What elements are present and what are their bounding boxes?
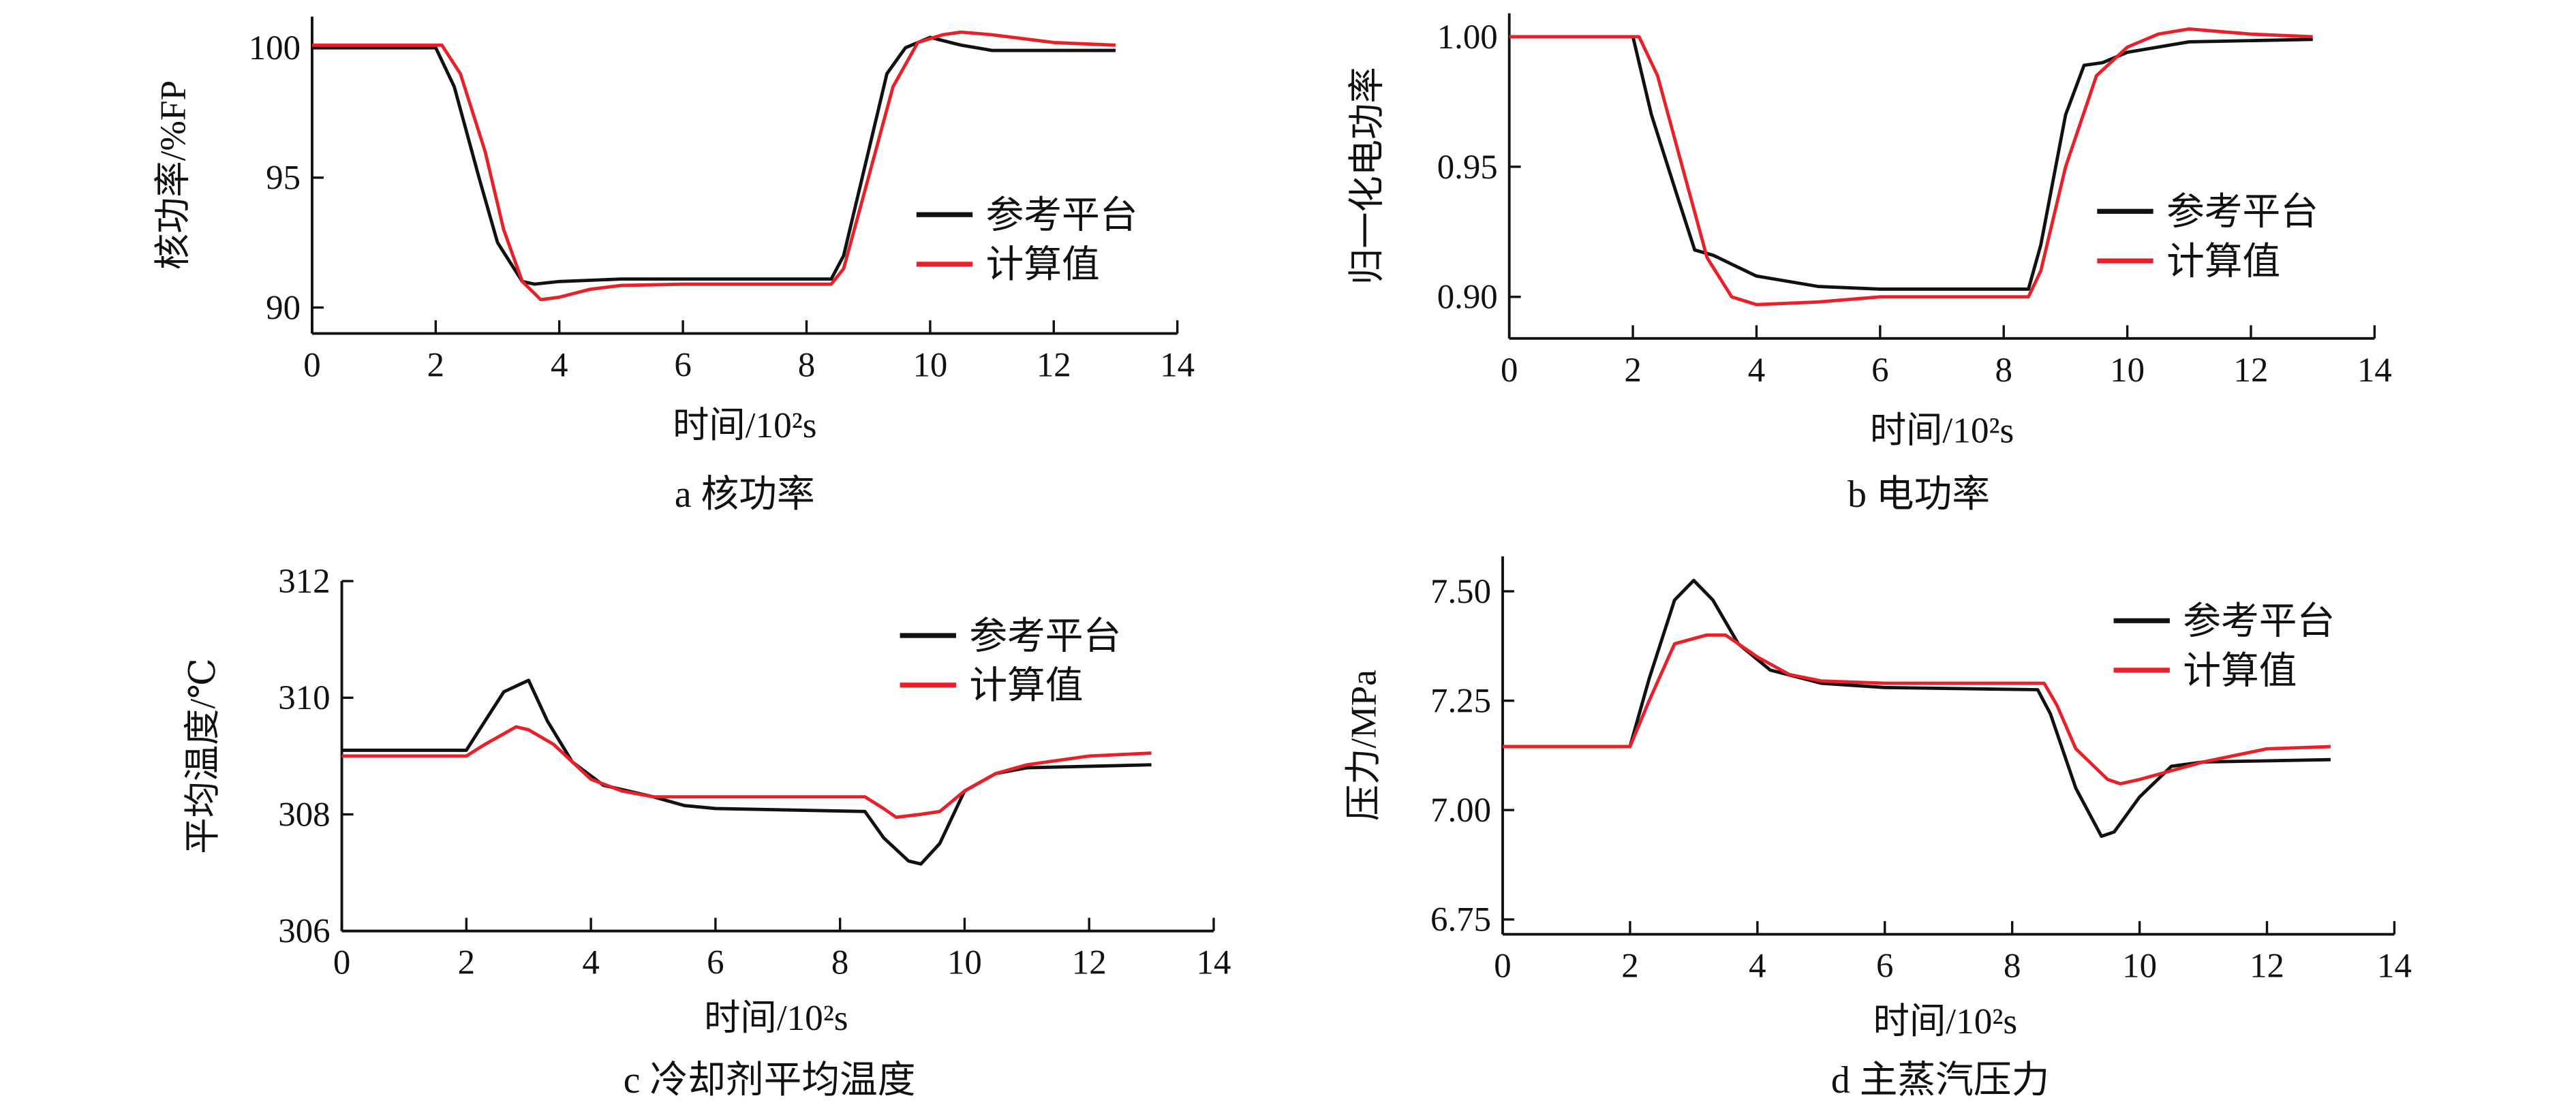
x-tick-label: 2 (1624, 351, 1641, 390)
chart-d: 0 2 4 6 8 10 12 14 6.75 7.00 7.25 7.50 参考平台计算值时间/10²… (1343, 556, 2412, 1101)
x-tick-label: 6 (674, 347, 691, 385)
legend-label: 计算值 (969, 665, 1083, 707)
y-tick-label: 0.95 (1437, 148, 1498, 187)
x-axis-label: 时间/10²s (1873, 1001, 2017, 1042)
x-tick-label: 4 (582, 944, 599, 982)
legend-label: 计算值 (986, 244, 1100, 286)
legend-label: 计算值 (2166, 240, 2280, 283)
x-tick-label: 14 (1160, 347, 1195, 385)
x-tick-label: 8 (798, 347, 815, 385)
series-line-computed (311, 30, 1116, 302)
x-tick-label: 14 (1197, 944, 1231, 982)
legend-label: 参考平台 (2166, 191, 2318, 234)
x-tick-label: 10 (2122, 948, 2157, 986)
x-tick-label: 6 (707, 944, 724, 982)
legend-label: 计算值 (2183, 650, 2297, 692)
chart-caption: d 主蒸汽压力 (1831, 1059, 2049, 1101)
x-tick-label: 6 (1871, 351, 1888, 390)
x-tick-label: 10 (913, 347, 947, 385)
series-line-reference (341, 678, 1152, 866)
series-line-computed (1509, 27, 2313, 307)
x-tick-label: 8 (831, 944, 848, 982)
x-axis-label: 时间/10²s (704, 998, 848, 1038)
x-tick-label: 8 (2004, 948, 2021, 986)
x-axis-label: 时间/10²s (1870, 411, 2014, 451)
x-tick-label: 2 (1621, 948, 1638, 986)
x-tick-label: 0 (333, 944, 350, 982)
chart-caption: c 冷却剂平均温度 (624, 1059, 916, 1101)
y-axis-label: 归一化电功率 (1347, 67, 1387, 285)
legend-label: 参考平台 (986, 195, 1138, 237)
y-tick-label: 7.00 (1430, 792, 1491, 830)
x-axis-label: 时间/10²s (673, 405, 816, 445)
legend-label: 参考平台 (2183, 601, 2335, 643)
y-tick-label: 308 (278, 796, 330, 834)
y-tick-label: 312 (278, 563, 330, 601)
series-line-reference (1509, 35, 2313, 291)
y-axis-label: 压力/MPa (1343, 670, 1383, 821)
x-tick-label: 2 (427, 347, 444, 385)
chart-caption: b 电功率 (1847, 473, 1990, 516)
x-tick-label: 12 (2250, 948, 2284, 986)
y-axis-label: 平均温度/℃ (183, 658, 223, 854)
x-tick-label: 4 (551, 347, 568, 385)
y-tick-label: 7.25 (1430, 683, 1491, 721)
x-tick-label: 14 (2357, 351, 2392, 390)
x-tick-label: 6 (1876, 948, 1893, 986)
x-tick-label: 10 (947, 944, 982, 982)
y-tick-label: 0.90 (1437, 279, 1498, 317)
y-axis-label: 核功率/%FP (153, 80, 193, 270)
x-tick-label: 2 (458, 944, 475, 982)
y-tick-label: 95 (266, 159, 301, 198)
chart-caption: a 核功率 (675, 473, 815, 516)
x-tick-label: 12 (1037, 347, 1071, 385)
x-tick-label: 14 (2377, 948, 2412, 986)
x-tick-label: 4 (1748, 351, 1765, 390)
y-tick-label: 1.00 (1437, 18, 1498, 57)
legend-label: 参考平台 (969, 615, 1121, 657)
y-tick-label: 310 (278, 679, 330, 717)
x-tick-label: 10 (2110, 351, 2145, 390)
x-tick-label: 12 (2234, 351, 2269, 390)
x-tick-label: 12 (1072, 944, 1107, 982)
y-tick-label: 6.75 (1430, 901, 1491, 939)
series-line-reference (1503, 578, 2331, 839)
x-tick-label: 8 (1995, 351, 2012, 390)
series-line-computed (341, 725, 1152, 819)
x-tick-label: 0 (303, 347, 320, 385)
y-tick-label: 90 (266, 289, 301, 327)
y-tick-label: 306 (278, 913, 330, 951)
x-tick-label: 0 (1501, 351, 1518, 390)
x-tick-label: 0 (1494, 948, 1511, 986)
x-tick-label: 4 (1749, 948, 1766, 986)
y-tick-label: 7.50 (1430, 573, 1491, 611)
y-tick-label: 100 (249, 29, 301, 67)
series-line-computed (1503, 633, 2331, 786)
